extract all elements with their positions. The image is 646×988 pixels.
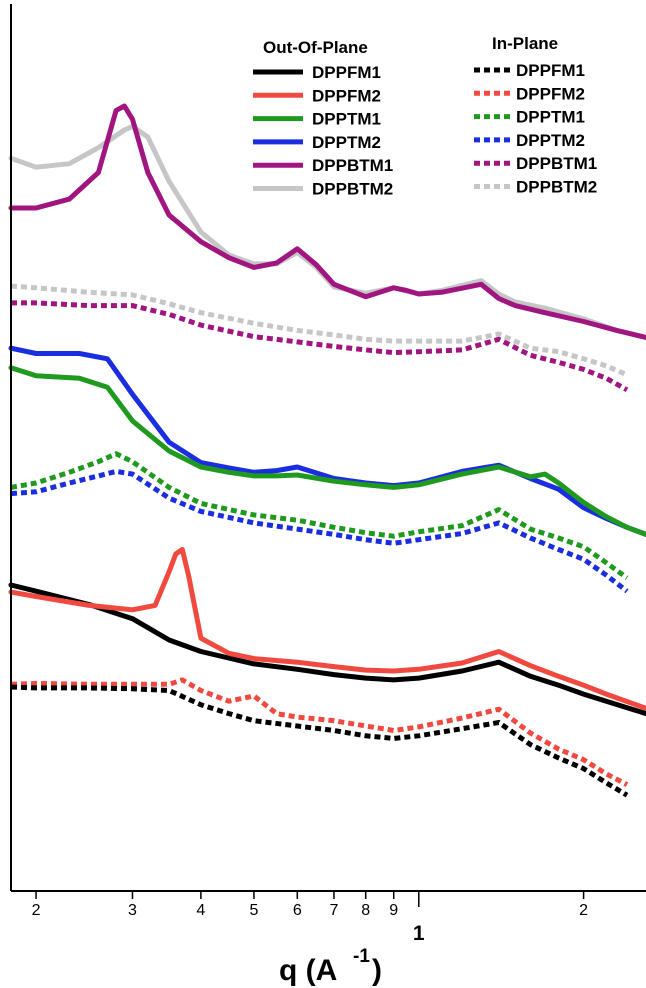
legend-label: DPPTM2 bbox=[516, 131, 585, 150]
x-tick-label: 2 bbox=[579, 902, 588, 919]
legend-label: DPPFM1 bbox=[312, 63, 381, 82]
legend-label: DPPFM1 bbox=[516, 61, 585, 80]
legend-group-title: In-Plane bbox=[492, 34, 558, 53]
legend: Out-Of-Plane In-Plane DPPFM1 DPPFM2 DPPTM1… bbox=[253, 34, 597, 199]
legend-label: DPPTM2 bbox=[312, 133, 381, 152]
x-axis-label: q (A -1 ) bbox=[279, 946, 382, 987]
series-line-dppbtm1-out-of-plane bbox=[8, 103, 646, 340]
legend-label: DPPBTM2 bbox=[516, 178, 597, 197]
x-tick-label: 9 bbox=[389, 902, 398, 919]
x-tick-label: 5 bbox=[249, 902, 258, 919]
series-line-dpptm1-out-of-plane bbox=[8, 365, 646, 537]
legend-label: DPPBTM1 bbox=[312, 156, 393, 175]
series-line-dpptm2-in-plane bbox=[10, 468, 629, 594]
x-tick-label: 6 bbox=[293, 902, 302, 919]
x-tick-label: 1 bbox=[413, 922, 425, 945]
series-layer bbox=[8, 103, 646, 798]
x-axis: 2 3 4 5 6 7 8 91 2 bbox=[10, 4, 646, 945]
legend-label: DPPBTM2 bbox=[312, 180, 393, 199]
series-line-dppbtm1-in-plane bbox=[11, 300, 629, 392]
series-line-dppfm2-out-of-plane bbox=[8, 547, 646, 711]
x-tick-label: 2 bbox=[32, 902, 41, 919]
x-tick-label: 8 bbox=[361, 902, 370, 919]
x-axis-label-close: ) bbox=[372, 954, 382, 987]
series-line-dpptm1-in-plane bbox=[10, 451, 629, 580]
series-line-dpptm2-out-of-plane bbox=[8, 345, 646, 537]
series-line-dppfm1-out-of-plane bbox=[8, 582, 646, 717]
x-axis-label-main: q (A bbox=[279, 954, 337, 987]
legend-label: DPPBTM1 bbox=[516, 154, 597, 173]
legend-label: DPPFM2 bbox=[516, 84, 585, 103]
x-axis-label-exponent: -1 bbox=[353, 946, 370, 967]
x-tick-label: 3 bbox=[128, 902, 137, 919]
x-tick-label: 4 bbox=[196, 902, 205, 919]
legend-label: DPPFM2 bbox=[312, 86, 381, 105]
series-line-dppfm1-in-plane bbox=[10, 684, 629, 798]
x-tick-label: 7 bbox=[330, 902, 339, 919]
series-line-dppbtm2-in-plane bbox=[10, 283, 628, 378]
legend-label: DPPTM1 bbox=[516, 108, 585, 127]
legend-group-title: Out-Of-Plane bbox=[263, 38, 368, 57]
legend-label: DPPTM1 bbox=[312, 110, 381, 129]
